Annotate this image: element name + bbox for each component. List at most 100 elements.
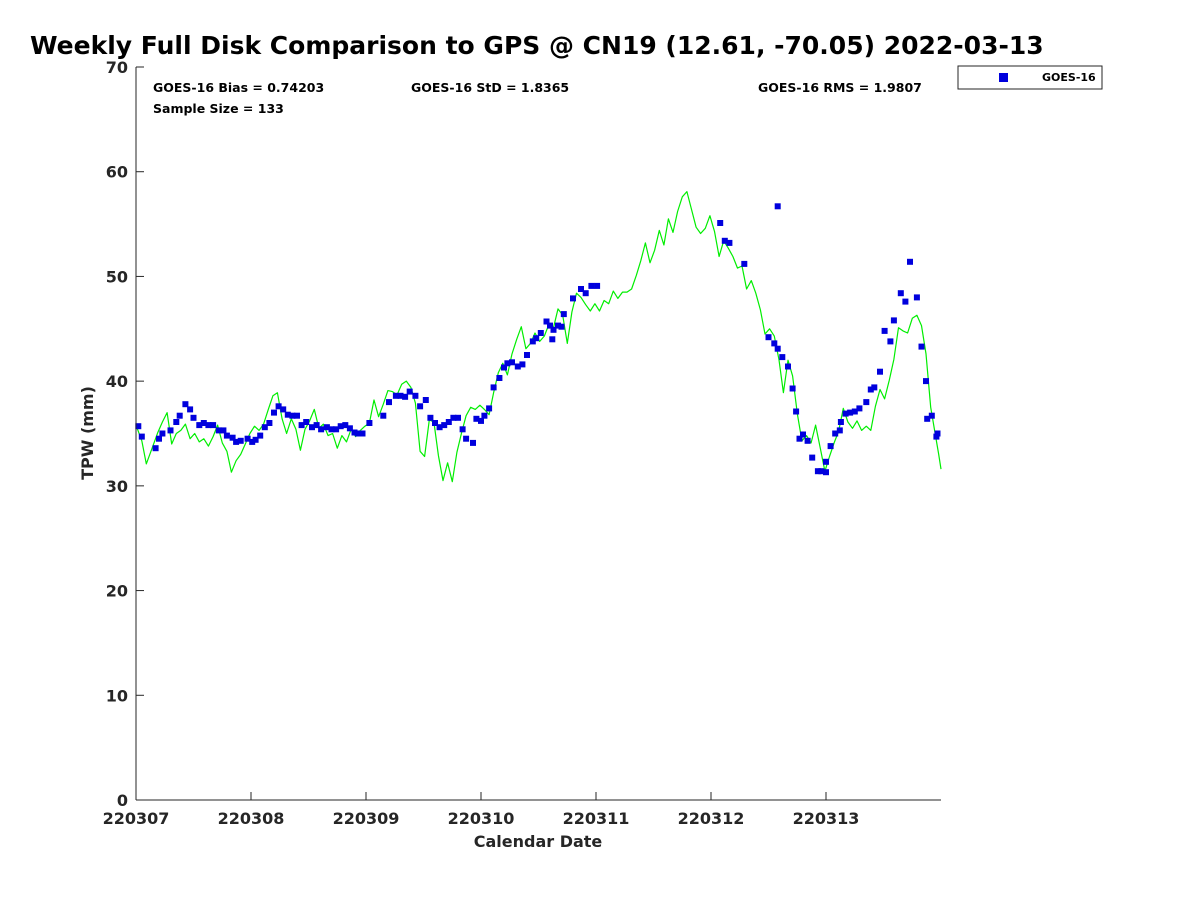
goes16-data-point bbox=[417, 403, 423, 409]
x-tick-label: 220312 bbox=[678, 809, 745, 828]
goes16-data-point bbox=[481, 413, 487, 419]
goes16-data-point bbox=[717, 220, 723, 226]
goes16-data-point bbox=[766, 334, 772, 340]
legend: GOES-16 bbox=[958, 66, 1102, 89]
x-tick-label: 220310 bbox=[448, 809, 515, 828]
goes16-data-point bbox=[907, 259, 913, 265]
goes16-data-point bbox=[257, 433, 263, 439]
x-tick-label: 220311 bbox=[563, 809, 630, 828]
goes16-data-point bbox=[538, 330, 544, 336]
goes16-data-point bbox=[177, 413, 183, 419]
goes16-data-point bbox=[924, 416, 930, 422]
chart-title: Weekly Full Disk Comparison to GPS @ CN1… bbox=[30, 31, 1044, 60]
goes16-data-point bbox=[224, 433, 230, 439]
goes16-data-point bbox=[923, 378, 929, 384]
y-tick-label: 70 bbox=[106, 58, 128, 77]
goes16-data-point bbox=[800, 432, 806, 438]
y-tick-label: 40 bbox=[106, 372, 128, 391]
y-tick-label: 10 bbox=[106, 686, 128, 705]
goes16-data-point bbox=[594, 283, 600, 289]
goes16-data-point bbox=[266, 420, 272, 426]
goes16-data-point bbox=[294, 413, 300, 419]
goes16-data-point bbox=[455, 415, 461, 421]
chart-figure: Weekly Full Disk Comparison to GPS @ CN1… bbox=[0, 0, 1200, 900]
goes16-data-point bbox=[153, 445, 159, 451]
y-tick-label: 30 bbox=[106, 477, 128, 496]
goes16-data-point bbox=[407, 389, 413, 395]
goes16-data-point bbox=[771, 340, 777, 346]
x-tick-label: 220309 bbox=[333, 809, 400, 828]
goes16-data-point bbox=[168, 427, 174, 433]
goes16-data-point bbox=[561, 311, 567, 317]
y-tick-label: 60 bbox=[106, 163, 128, 182]
goes16-data-point bbox=[828, 443, 834, 449]
goes16-data-point bbox=[238, 438, 244, 444]
goes16-data-point bbox=[191, 415, 197, 421]
goes16-data-point bbox=[779, 354, 785, 360]
goes16-data-point bbox=[775, 203, 781, 209]
goes16-data-point bbox=[182, 401, 188, 407]
goes16-data-point bbox=[837, 427, 843, 433]
goes16-data-point bbox=[785, 364, 791, 370]
goes16-data-point bbox=[805, 438, 811, 444]
y-tick-label: 20 bbox=[106, 582, 128, 601]
x-tick-label: 220307 bbox=[103, 809, 170, 828]
goes16-data-point bbox=[570, 295, 576, 301]
goes16-data-point bbox=[139, 434, 145, 440]
goes16-data-point bbox=[863, 399, 869, 405]
goes16-data-point bbox=[380, 413, 386, 419]
goes16-data-point bbox=[583, 290, 589, 296]
goes16-data-point bbox=[402, 394, 408, 400]
goes16-data-point bbox=[427, 415, 433, 421]
goes16-data-point bbox=[559, 324, 565, 330]
goes16-data-point bbox=[463, 436, 469, 442]
goes16-data-point bbox=[898, 290, 904, 296]
goes16-data-point bbox=[741, 261, 747, 267]
goes16-data-point bbox=[838, 419, 844, 425]
goes16-data-point bbox=[156, 436, 162, 442]
bias-stat: GOES-16 Bias = 0.74203 bbox=[153, 80, 324, 95]
rms-stat: GOES-16 RMS = 1.9807 bbox=[758, 80, 922, 95]
goes16-data-point bbox=[386, 399, 392, 405]
y-tick-label: 0 bbox=[117, 791, 128, 810]
goes16-data-point bbox=[280, 406, 286, 412]
x-tick-label: 220308 bbox=[218, 809, 285, 828]
x-axis-ticks: 220307 220308 220309 220310 220311 220312 2203… bbox=[103, 792, 860, 828]
goes16-data-point bbox=[533, 335, 539, 341]
goes16-data-point bbox=[823, 459, 829, 465]
goes16-data-point bbox=[882, 328, 888, 334]
goes16-data-point bbox=[935, 431, 941, 437]
goes16-data-point bbox=[159, 431, 165, 437]
goes16-data-point bbox=[303, 419, 309, 425]
goes16-data-point bbox=[914, 294, 920, 300]
goes16-data-point bbox=[871, 384, 877, 390]
goes16-data-point bbox=[919, 344, 925, 350]
y-axis-label: TPW (mm) bbox=[78, 386, 97, 480]
goes16-data-point bbox=[887, 338, 893, 344]
plot-frame bbox=[136, 67, 941, 800]
goes16-data-point bbox=[220, 427, 226, 433]
goes16-data-point bbox=[856, 405, 862, 411]
goes16-data-point bbox=[902, 299, 908, 305]
goes16-data-point bbox=[775, 346, 781, 352]
sample-size-stat: Sample Size = 133 bbox=[153, 101, 284, 116]
goes16-data-point bbox=[823, 469, 829, 475]
goes16-data-point bbox=[496, 375, 502, 381]
legend-label-goes16: GOES-16 bbox=[1042, 71, 1096, 84]
goes16-data-point bbox=[491, 384, 497, 390]
goes16-data-point bbox=[271, 410, 277, 416]
goes16-data-point bbox=[549, 336, 555, 342]
goes16-data-point bbox=[187, 406, 193, 412]
goes16-data-point bbox=[809, 455, 815, 461]
goes16-data-point bbox=[173, 419, 179, 425]
plot-area bbox=[135, 192, 941, 482]
goes16-data-point bbox=[360, 431, 366, 437]
goes16-data-point bbox=[524, 352, 530, 358]
y-axis-ticks: 0 10 20 30 40 50 60 70 bbox=[106, 58, 144, 810]
goes16-data-point bbox=[423, 397, 429, 403]
goes16-data-point bbox=[470, 440, 476, 446]
y-tick-label: 50 bbox=[106, 267, 128, 286]
std-stat: GOES-16 StD = 1.8365 bbox=[411, 80, 569, 95]
goes16-data-point bbox=[318, 426, 324, 432]
legend-marker-goes16 bbox=[999, 73, 1008, 82]
